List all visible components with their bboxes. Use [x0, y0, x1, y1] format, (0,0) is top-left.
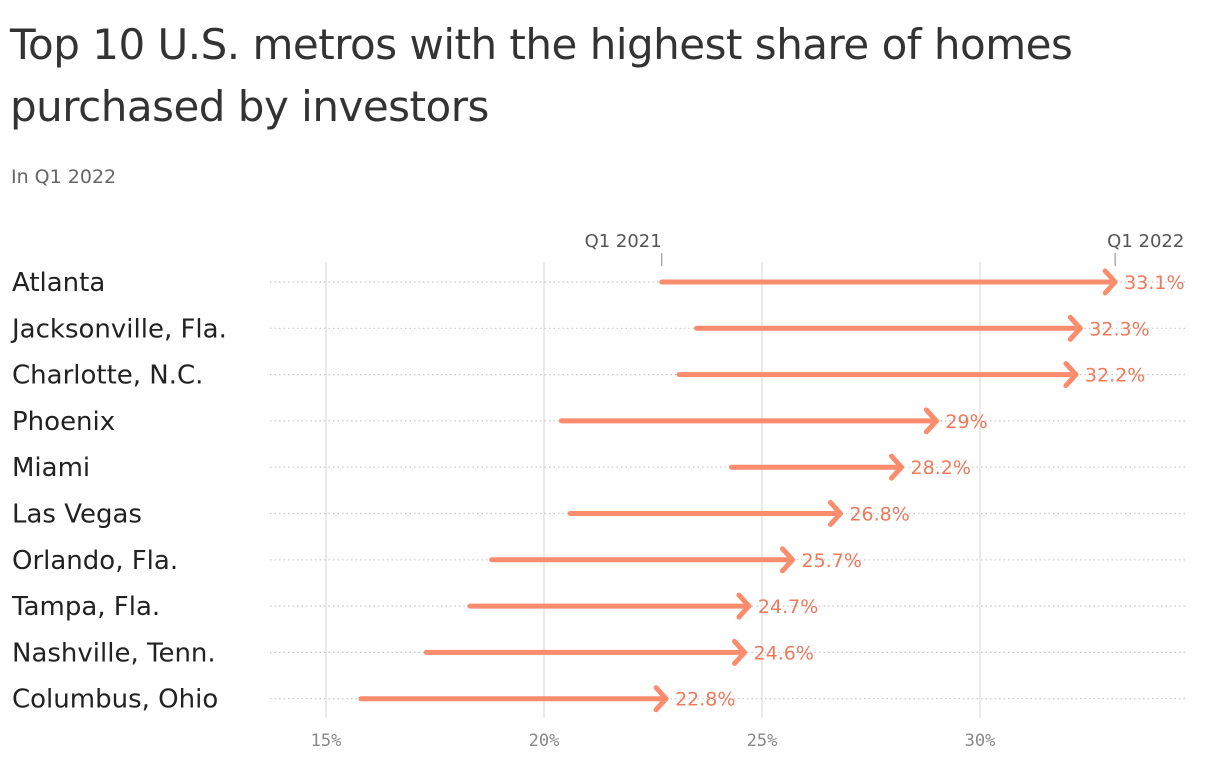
- arrow-head: [653, 685, 669, 713]
- value-label: 24.7%: [758, 596, 818, 618]
- arrow-head: [1102, 268, 1118, 296]
- arrow-head: [1063, 361, 1079, 389]
- value-label: 32.2%: [1085, 365, 1145, 387]
- value-label: 22.8%: [675, 689, 735, 711]
- chart-title: Top 10 U.S. metros with the highest shar…: [10, 20, 1073, 131]
- value-label: 29%: [945, 411, 987, 433]
- arrow-head: [736, 592, 752, 620]
- arrows: [358, 268, 1118, 713]
- chart-subtitle: In Q1 2022: [11, 166, 117, 188]
- arrow-head: [923, 407, 939, 435]
- start-marker-label: Q1 2021: [585, 231, 662, 252]
- category-label: Orlando, Fla.: [12, 546, 178, 576]
- value-label: 26.8%: [849, 504, 909, 526]
- x-tick-label: 15%: [311, 731, 342, 751]
- x-tick-label: 30%: [965, 731, 996, 751]
- value-label: 25.7%: [802, 550, 862, 572]
- category-label: Jacksonville, Fla.: [10, 314, 227, 344]
- arrow-head: [732, 638, 748, 666]
- category-label: Columbus, Ohio: [12, 685, 218, 715]
- arrow-head: [780, 546, 796, 574]
- category-label: Phoenix: [12, 407, 115, 437]
- x-tick-label: 25%: [747, 731, 778, 751]
- category-label: Miami: [12, 453, 90, 483]
- value-label: 28.2%: [911, 457, 971, 479]
- x-tick-label: 20%: [529, 731, 560, 751]
- category-label: Tampa, Fla.: [11, 592, 160, 622]
- end-marker-label: Q1 2022: [1107, 231, 1184, 252]
- category-label: Nashville, Tenn.: [12, 638, 216, 668]
- arrow-head: [1067, 314, 1083, 342]
- arrow-head: [889, 453, 905, 481]
- labels: 15% 20% 25% 30% Atlanta Jacksonville, Fla. Cha…: [10, 268, 1185, 751]
- category-label: Las Vegas: [12, 500, 142, 530]
- value-label: 33.1%: [1124, 272, 1184, 294]
- row-guides: [270, 281, 1188, 700]
- category-label: Atlanta: [12, 268, 105, 298]
- value-label: 24.6%: [754, 642, 814, 664]
- arrow-head: [827, 500, 843, 527]
- period-markers: Q1 2021 Q1 2022: [585, 231, 1184, 266]
- category-label: Charlotte, N.C.: [12, 361, 203, 391]
- gridlines: [325, 262, 981, 718]
- value-label: 32.3%: [1089, 318, 1149, 340]
